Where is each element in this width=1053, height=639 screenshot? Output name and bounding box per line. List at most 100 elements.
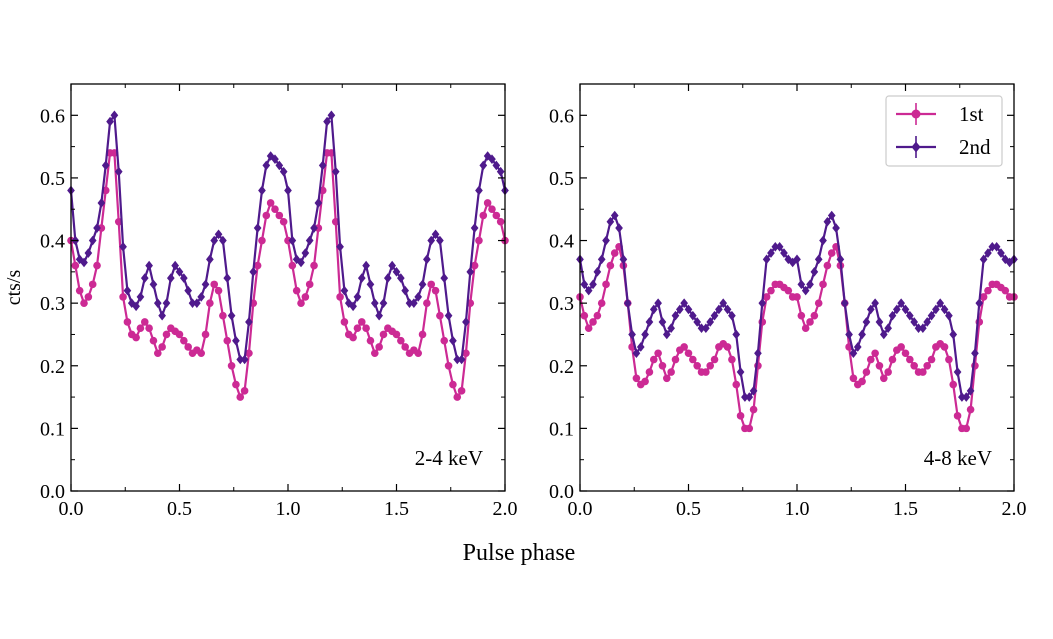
data-point-2nd <box>593 267 602 277</box>
data-point-1st <box>584 324 593 333</box>
data-point-2nd <box>875 317 884 327</box>
data-point-1st <box>418 330 427 339</box>
data-point-1st <box>858 377 866 386</box>
data-point-1st <box>488 205 496 214</box>
data-point-1st <box>658 361 667 370</box>
data-point-1st <box>610 249 619 257</box>
data-point-2nd <box>932 304 940 315</box>
data-point-1st <box>632 374 641 383</box>
data-point-1st <box>483 199 492 207</box>
data-point-2nd <box>945 310 953 321</box>
data-point-2nd <box>397 273 405 283</box>
data-point-1st <box>962 424 971 433</box>
x-tick-label: 1.5 <box>384 498 409 520</box>
data-point-1st <box>897 343 905 351</box>
data-point-1st <box>827 249 836 257</box>
data-point-1st <box>366 336 375 345</box>
data-point-2nd <box>236 354 245 365</box>
data-point-2nd <box>166 273 175 283</box>
data-point-2nd <box>984 248 992 258</box>
data-point-2nd <box>405 298 414 308</box>
data-point-1st <box>219 311 227 320</box>
data-point-2nd <box>475 185 483 196</box>
data-point-1st <box>253 261 262 270</box>
y-tick-label: 0.3 <box>549 293 574 315</box>
data-point-2nd <box>240 354 249 365</box>
data-point-2nd <box>806 279 814 290</box>
data-point-2nd <box>488 154 496 164</box>
data-point-2nd <box>971 348 979 359</box>
data-point-1st <box>606 261 615 270</box>
data-point-2nd <box>106 116 114 127</box>
data-point-2nd <box>327 110 336 121</box>
data-point-1st <box>784 286 793 295</box>
data-point-2nd <box>297 257 305 268</box>
data-point-2nd <box>745 392 754 402</box>
data-point-1st <box>470 261 479 270</box>
data-point-1st <box>184 343 192 351</box>
data-point-1st <box>136 324 145 333</box>
data-point-1st <box>197 349 205 358</box>
data-point-1st <box>953 412 962 420</box>
data-point-2nd <box>884 323 892 333</box>
data-point-2nd <box>496 166 505 177</box>
data-point-2nd <box>383 273 392 283</box>
data-point-1st <box>906 355 914 364</box>
data-point-2nd <box>336 242 344 252</box>
data-point-2nd <box>323 116 331 127</box>
data-point-2nd <box>201 279 210 290</box>
data-point-1st <box>436 311 444 320</box>
data-point-1st <box>132 333 140 342</box>
data-point-2nd <box>675 304 684 315</box>
data-point-2nd <box>923 317 932 327</box>
data-point-1st <box>949 380 958 389</box>
data-point-1st <box>479 211 488 220</box>
data-point-2nd <box>914 323 923 333</box>
data-point-1st <box>214 286 223 295</box>
energy-band-label: 2-4 keV <box>415 446 483 470</box>
data-point-2nd <box>697 323 706 333</box>
data-point-2nd <box>253 223 262 233</box>
data-point-2nd <box>832 223 840 233</box>
x-tick-label: 1.0 <box>785 498 810 520</box>
y-tick-label: 0.4 <box>40 231 65 253</box>
data-point-2nd <box>667 323 675 333</box>
data-point-2nd <box>353 292 362 302</box>
data-point-1st <box>206 299 214 307</box>
y-axis-label: cts/s <box>3 270 25 306</box>
data-point-2nd <box>279 166 288 177</box>
data-point-2nd <box>258 185 266 196</box>
y-tick-label: 0.6 <box>549 105 574 127</box>
data-point-2nd <box>180 273 188 283</box>
data-point-2nd <box>110 110 119 121</box>
data-point-1st <box>693 361 701 370</box>
data-point-1st <box>397 336 405 345</box>
data-point-1st <box>745 424 754 433</box>
data-point-1st <box>979 293 988 301</box>
data-point-2nd <box>305 235 314 246</box>
y-tick-label: 0.0 <box>549 481 574 503</box>
y-tick-label: 0.1 <box>549 418 574 440</box>
x-tick-label: 1.0 <box>276 498 301 520</box>
data-point-2nd <box>114 166 123 177</box>
data-point-1st <box>457 387 466 395</box>
data-point-2nd <box>949 329 958 340</box>
x-tick-label: 2.0 <box>493 498 518 520</box>
data-point-2nd <box>301 248 310 258</box>
data-point-1st <box>966 405 975 414</box>
data-point-2nd <box>966 386 975 396</box>
data-point-2nd <box>636 342 645 352</box>
data-point-2nd <box>719 298 728 308</box>
data-point-1st <box>449 380 457 389</box>
data-point-2nd <box>388 260 396 271</box>
data-point-2nd <box>162 298 171 308</box>
data-point-2nd <box>349 301 357 312</box>
data-point-1st <box>684 349 693 358</box>
data-point-1st <box>427 280 436 289</box>
data-point-2nd <box>762 254 771 265</box>
data-point-1st <box>645 368 654 376</box>
data-point-1st <box>258 236 266 245</box>
data-point-1st <box>810 311 819 320</box>
data-point-2nd <box>953 367 962 377</box>
